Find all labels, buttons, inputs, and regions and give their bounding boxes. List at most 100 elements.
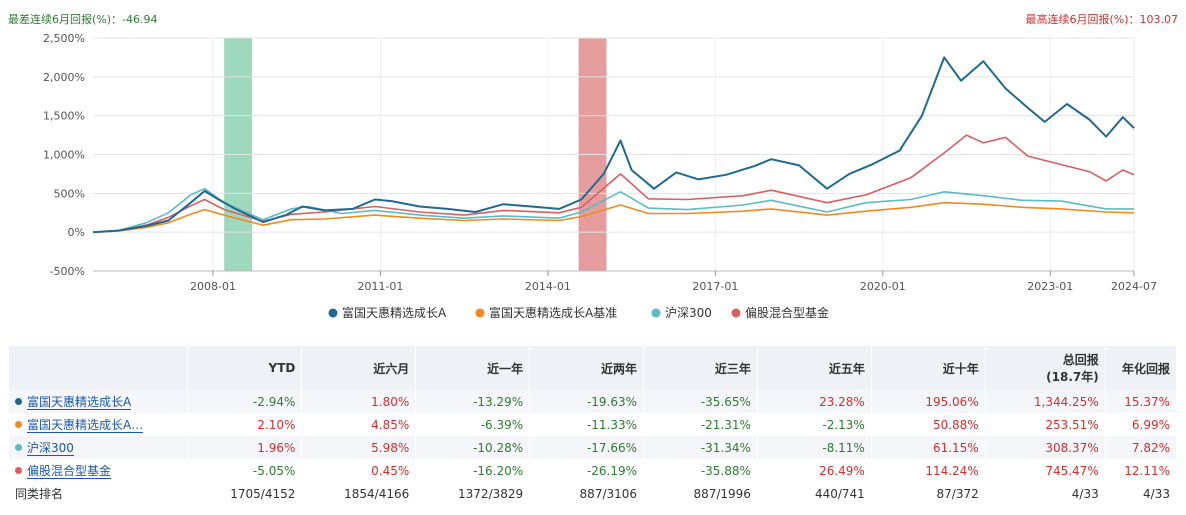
header-10y: 近十年 xyxy=(871,346,986,390)
worst-6m-label: 最差连续6月回报(%)：-46.94 xyxy=(8,13,158,26)
return-value-cell: 6.99% xyxy=(1105,413,1178,436)
series-dot-icon xyxy=(15,421,22,428)
table-header-row: YTD 近六月 近一年 近两年 近三年 近五年 近十年 总回报 (18.7年) … xyxy=(9,346,1178,390)
rank-value-cell: 440/741 xyxy=(757,482,872,505)
return-value-cell: 12.11% xyxy=(1105,459,1178,482)
rank-value-cell: 1854/4166 xyxy=(301,482,417,505)
header-annualized: 年化回报 xyxy=(1105,346,1178,390)
x-tick-label: 2023-01 xyxy=(1027,280,1073,293)
rank-value-cell: 1705/4152 xyxy=(187,482,303,505)
return-value-cell: 5.98% xyxy=(301,436,417,459)
return-value-cell: -2.13% xyxy=(757,413,872,436)
fund-name-link[interactable]: 偏股混合型基金 xyxy=(27,464,112,479)
return-value-cell: -13.29% xyxy=(415,390,531,413)
series-dot-icon xyxy=(15,444,22,451)
series-dot-icon xyxy=(15,398,22,405)
x-tick-label: 2011-01 xyxy=(357,280,403,293)
table-row: 富国天惠精选成长A… 2.10% 4.85% -6.39% -11.33% -21.31%… xyxy=(9,413,1178,436)
return-value-cell: -10.28% xyxy=(415,436,531,459)
fund-name-cell: 富国天惠精选成长A xyxy=(9,390,189,413)
return-value-cell: -8.11% xyxy=(757,436,872,459)
return-value-cell: 23.28% xyxy=(757,390,872,413)
return-value-cell: -5.05% xyxy=(187,459,303,482)
fund-name-link[interactable]: 富国天惠精选成长A… xyxy=(27,418,144,433)
series-line-fund xyxy=(92,56,1135,234)
return-value-cell: -6.39% xyxy=(415,413,531,436)
legend-label-fund: 富国天惠精选成长A xyxy=(342,305,447,320)
header-name xyxy=(9,346,189,390)
legend-marker-hs300 xyxy=(651,308,661,318)
header-6m: 近六月 xyxy=(301,346,417,390)
series-line-benchmark xyxy=(92,201,1135,233)
return-value-cell: 253.51% xyxy=(985,413,1106,436)
x-tick-label: 2017-01 xyxy=(692,280,738,293)
legend-label-benchmark: 富国天惠精选成长A基准 xyxy=(489,305,617,320)
rank-value-cell: 4/33 xyxy=(1105,482,1178,505)
return-value-cell: 7.82% xyxy=(1105,436,1178,459)
best-6m-label: 最高连续6月回报(%)：103.07 xyxy=(1025,13,1178,26)
rank-value-cell: 887/1996 xyxy=(643,482,758,505)
return-value-cell: 1.96% xyxy=(187,436,303,459)
header-total-label: 总回报 xyxy=(1062,353,1099,367)
series-line-hs300 xyxy=(92,187,1134,233)
return-value-cell: 1,344.25% xyxy=(985,390,1106,413)
return-value-cell: -35.65% xyxy=(643,390,758,413)
return-value-cell: -31.34% xyxy=(643,436,758,459)
table-row: 偏股混合型基金 -5.05% 0.45% -16.20% -26.19% -35.88% 2… xyxy=(9,459,1178,482)
rank-row: 同类排名 1705/4152 1854/4166 1372/3829 887/3106 8… xyxy=(9,482,1178,505)
fund-name-cell: 沪深300 xyxy=(9,436,189,459)
rank-label: 同类排名 xyxy=(9,482,189,505)
fund-name-link[interactable]: 沪深300 xyxy=(27,441,74,456)
performance-table: YTD 近六月 近一年 近两年 近三年 近五年 近十年 总回报 (18.7年) … xyxy=(9,346,1178,505)
return-value-cell: -11.33% xyxy=(529,413,645,436)
header-5y: 近五年 xyxy=(757,346,872,390)
return-value-cell: 0.45% xyxy=(301,459,417,482)
return-value-cell: -21.31% xyxy=(643,413,758,436)
return-value-cell: -19.63% xyxy=(529,390,645,413)
header-total: 总回报 (18.7年) xyxy=(985,346,1106,390)
return-value-cell: 4.85% xyxy=(301,413,417,436)
header-3y: 近三年 xyxy=(643,346,758,390)
fund-name-cell: 富国天惠精选成长A… xyxy=(9,413,189,436)
return-value-cell: -2.94% xyxy=(187,390,303,413)
legend-marker-benchmark xyxy=(475,308,485,318)
y-tick-label: 1,000% xyxy=(43,149,85,162)
y-tick-label: 0% xyxy=(68,226,85,239)
return-value-cell: 2.10% xyxy=(187,413,303,436)
y-tick-label: 2,500% xyxy=(43,32,85,45)
return-value-cell: 15.37% xyxy=(1105,390,1178,413)
return-value-cell: 308.37% xyxy=(985,436,1106,459)
table-row: 富国天惠精选成长A -2.94% 1.80% -13.29% -19.63% -35.65… xyxy=(9,390,1178,413)
performance-chart: 2,500% 2,000% 1,500% 1,000% 500% 0% -500% 2008… xyxy=(43,32,1157,320)
series-line-peer xyxy=(92,134,1135,233)
header-1y: 近一年 xyxy=(415,346,531,390)
header-2y: 近两年 xyxy=(529,346,645,390)
legend-marker-peer xyxy=(731,308,741,318)
x-tick-label: 2008-01 xyxy=(190,280,236,293)
y-tick-label: 1,500% xyxy=(43,110,85,123)
rank-value-cell: 887/3106 xyxy=(529,482,645,505)
header-total-years: (18.7年) xyxy=(1046,370,1099,384)
x-tick-label: 2024-07 xyxy=(1111,280,1157,293)
header-ytd: YTD xyxy=(187,346,303,390)
y-tick-label: 500% xyxy=(54,187,85,200)
y-tick-label: 2,000% xyxy=(43,71,85,84)
rank-value-cell: 1372/3829 xyxy=(415,482,531,505)
legend-label-peer: 偏股混合型基金 xyxy=(745,305,829,320)
return-value-cell: 745.47% xyxy=(985,459,1106,482)
rank-value-cell: 4/33 xyxy=(985,482,1106,505)
return-value-cell: 61.15% xyxy=(871,436,986,459)
rank-value-cell: 87/372 xyxy=(871,482,986,505)
return-value-cell: 1.80% xyxy=(301,390,417,413)
return-value-cell: -26.19% xyxy=(529,459,645,482)
return-value-cell: 195.06% xyxy=(871,390,986,413)
table-row: 沪深300 1.96% 5.98% -10.28% -17.66% -31.34% -8.1… xyxy=(9,436,1178,459)
fund-name-cell: 偏股混合型基金 xyxy=(9,459,189,482)
x-tick-label: 2014-01 xyxy=(525,280,571,293)
return-value-cell: -16.20% xyxy=(415,459,531,482)
return-value-cell: 26.49% xyxy=(757,459,872,482)
fund-name-link[interactable]: 富国天惠精选成长A xyxy=(27,395,132,410)
x-tick-label: 2020-01 xyxy=(860,280,906,293)
legend-label-hs300: 沪深300 xyxy=(665,306,712,320)
series-dot-icon xyxy=(15,467,22,474)
